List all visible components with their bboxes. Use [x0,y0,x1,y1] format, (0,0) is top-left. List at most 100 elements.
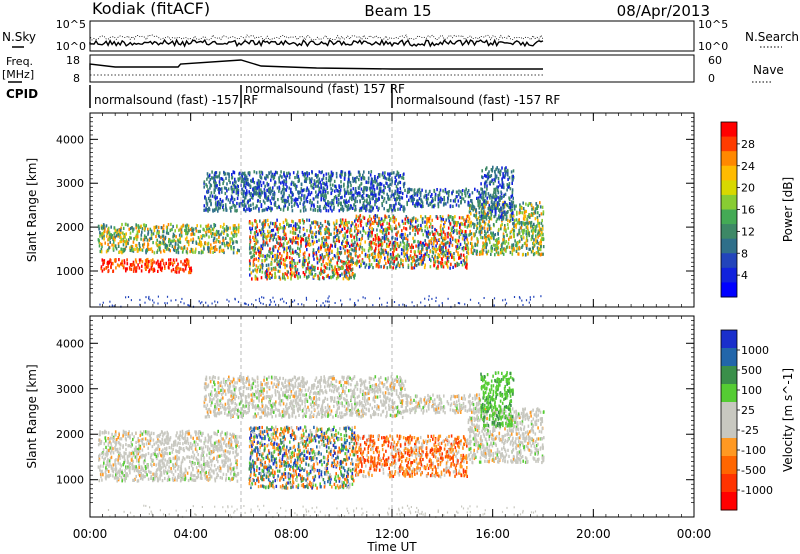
power-cell [345,260,348,264]
power-noise-cell [354,303,357,306]
power-cell [237,190,239,194]
power-cell [266,183,269,187]
power-cell [536,246,539,250]
power-cell [425,230,428,234]
power-cell [150,236,152,240]
power-cell [274,180,276,184]
power-cell [493,234,495,238]
power-cell [353,249,355,253]
power-cell [417,240,419,244]
power-cell [295,249,297,253]
power-cell [496,247,499,251]
power-cell [344,218,347,222]
power-cell [147,264,150,268]
power-cell [403,254,406,258]
power-cell [374,200,376,204]
power-cell [483,190,486,194]
power-cell [220,177,223,181]
power-cell [215,207,217,211]
power-cell [314,265,316,270]
power-cell [189,267,191,271]
power-cell [398,191,400,195]
power-cell [540,252,543,256]
power-cell [451,217,454,222]
power-cell [409,221,412,225]
power-cell [138,242,140,246]
power-cell [393,262,395,266]
power-cell [237,188,240,192]
power-cell [125,222,127,227]
power-cell [387,252,389,256]
power-cell [389,248,392,252]
power-cell [347,207,350,211]
power-cell [355,214,358,218]
power-cell [371,252,374,256]
power-cell [242,199,244,203]
power-cell [318,231,320,235]
power-cell [346,223,349,227]
power-cell [470,232,473,236]
power-cell [333,254,336,258]
power-noise-cell [478,302,480,305]
power-cell [312,242,314,246]
power-cell [217,239,220,244]
power-cell [533,211,535,215]
power-cell [327,191,329,195]
power-cell [456,245,459,249]
power-cell [433,205,435,209]
power-cell [170,239,173,243]
power-cell [256,181,258,185]
power-cell [248,198,251,203]
power-cell [466,266,468,270]
power-cell [127,241,129,246]
power-cell [434,248,436,252]
power-cell [337,258,339,263]
power-cell [322,173,325,177]
power-cell [469,232,471,237]
power-cell [413,197,415,201]
power-cell [477,203,480,207]
power-cell [365,204,368,208]
power-cell [367,202,369,206]
power-cell [324,248,327,252]
power-cell [347,269,350,273]
power-cell [241,192,243,196]
power-cell [484,190,487,194]
power-cell [438,261,440,265]
power-cell [262,199,265,203]
power-cell [473,206,476,210]
power-cell [491,232,493,236]
power-cell [480,250,482,254]
power-cell [206,203,208,207]
power-cell [306,174,309,178]
power-cell [145,235,148,239]
power-cell [385,227,387,231]
power-cell [144,266,147,270]
power-cell [376,221,378,225]
power-cell [328,222,331,227]
power-cell [507,218,509,222]
power-cell [452,199,455,203]
power-cell [539,248,542,252]
power-cell [161,234,164,238]
power-cell [135,260,138,264]
power-cell [124,267,127,271]
power-cell [392,253,395,257]
power-cell [379,254,381,258]
power-cell [496,204,499,208]
power-cell [285,180,288,184]
power-cell [238,204,241,208]
power-cell [434,195,437,199]
power-cell [311,186,314,190]
power-cell [282,258,285,262]
power-cell [444,253,447,257]
power-cell [496,206,498,210]
power-cell [466,191,469,195]
power-cell [291,264,294,268]
power-cell [492,165,494,169]
power-cell [258,257,260,261]
power-cell [488,203,491,207]
power-cell [486,187,488,191]
power-cell [316,175,318,179]
power-cell [419,240,422,245]
